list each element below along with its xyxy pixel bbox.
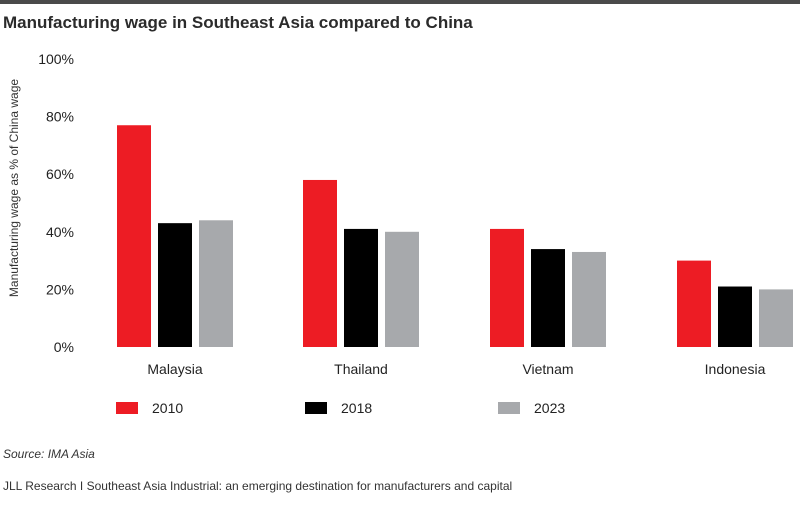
y-tick-label: 80%	[46, 109, 74, 125]
x-tick-label-vietnam: Vietnam	[522, 361, 573, 377]
source-note: Source: IMA Asia	[3, 447, 95, 461]
bar-thailand-2023	[385, 231, 419, 347]
x-tick-label-thailand: Thailand	[334, 361, 388, 377]
bar-thailand-2010	[303, 179, 337, 347]
bar-vietnam-2018	[531, 249, 565, 347]
y-tick-label: 0%	[54, 339, 74, 355]
y-tick-label: 20%	[46, 281, 74, 297]
legend-swatch-2023	[498, 402, 520, 414]
x-tick-label-indonesia: Indonesia	[705, 361, 766, 377]
x-tick-label-malaysia: Malaysia	[147, 361, 202, 377]
footer-text: JLL Research I Southeast Asia Industrial…	[3, 479, 513, 493]
y-tick-label: 40%	[46, 224, 74, 240]
bar-thailand-2018	[344, 228, 378, 347]
bar-indonesia-2018	[718, 286, 752, 347]
legend-item-2018: 2018	[305, 400, 372, 416]
legend-label-2010: 2010	[152, 400, 184, 416]
bar-malaysia-2018	[158, 223, 192, 347]
bar-indonesia-2023	[759, 289, 793, 347]
bar-vietnam-2023	[572, 251, 606, 347]
legend-swatch-2010	[116, 402, 138, 414]
bar-indonesia-2010	[677, 260, 711, 347]
bar-chart: 0% 20% 40% 60% 80% 100% Malaysia Thailand Vietna…	[38, 51, 793, 377]
legend-label-2018: 2018	[341, 400, 373, 416]
bar-malaysia-2010	[117, 125, 151, 348]
bar-malaysia-2023	[199, 220, 233, 347]
legend-swatch-2018	[305, 402, 327, 414]
bar-vietnam-2010	[490, 228, 524, 347]
legend-label-2023: 2023	[534, 400, 566, 416]
y-tick-label: 60%	[46, 166, 74, 182]
legend-item-2010: 2010	[116, 400, 183, 416]
chart-title: Manufacturing wage in Southeast Asia com…	[3, 13, 473, 32]
legend: 2010 2018 2023	[0, 400, 800, 420]
legend-item-2023: 2023	[498, 400, 565, 416]
top-rule	[0, 0, 800, 4]
y-tick-label: 100%	[38, 51, 74, 67]
